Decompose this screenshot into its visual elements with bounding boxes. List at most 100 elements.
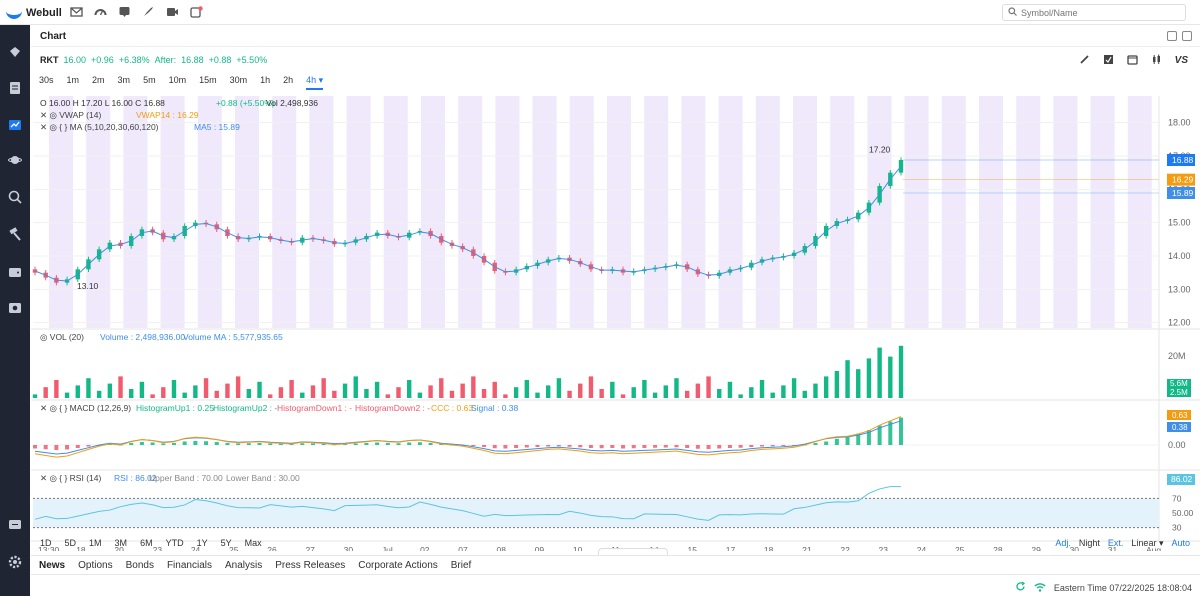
interval-1h[interactable]: 1h	[260, 75, 271, 85]
macd-histogram-bar	[556, 445, 561, 447]
dashboard-icon[interactable]	[94, 6, 107, 18]
notification-icon[interactable]	[190, 6, 203, 18]
interval-15m[interactable]: 15m	[199, 75, 217, 85]
rocket-icon[interactable]	[142, 6, 155, 18]
time-tick-label: 08	[496, 545, 506, 551]
chat-icon[interactable]	[8, 518, 22, 532]
ohlc-readout: O 16.00 H 17.20 L 16.00 C 16.88	[40, 98, 165, 108]
macd-histogram-bar	[310, 443, 315, 445]
volume-bar	[150, 394, 155, 398]
draw-pen-icon[interactable]	[1079, 54, 1090, 67]
time-tick-label: 07	[458, 545, 468, 551]
interval-3m[interactable]: 3m	[117, 75, 131, 85]
night-toggle[interactable]: Night	[1078, 538, 1100, 548]
volume-bar	[706, 376, 711, 398]
template-icon[interactable]	[1127, 54, 1138, 67]
after-hours-change: +0.88	[208, 55, 232, 65]
notes-icon[interactable]	[8, 81, 22, 95]
volume-bar	[524, 380, 530, 398]
macd-histogram-bar	[706, 445, 711, 449]
interval-1m[interactable]: 1m	[66, 75, 80, 85]
range-6m[interactable]: 6M	[140, 538, 153, 548]
ext-hours-band	[607, 96, 631, 328]
time-tick-label: 30	[1070, 545, 1080, 551]
panel-resize-handle[interactable]	[598, 548, 668, 556]
screener-icon[interactable]	[8, 190, 22, 204]
volume-bar	[332, 390, 337, 398]
macd-histogram-bar	[161, 443, 166, 445]
refresh-icon[interactable]	[1015, 581, 1026, 594]
scale-select[interactable]: Linear ▾	[1131, 538, 1164, 548]
high-marker: 17.20	[869, 144, 891, 154]
tab-press-releases[interactable]: Press Releases	[275, 559, 346, 571]
range-1d[interactable]: 1D	[40, 538, 52, 548]
after-hours-price: 16.88	[181, 55, 204, 65]
volume-bar	[738, 394, 743, 398]
range-max[interactable]: Max	[244, 538, 262, 548]
auto-toggle[interactable]: Auto	[1171, 538, 1190, 548]
candle-type-icon[interactable]	[1151, 54, 1162, 67]
ma5-tag: 15.89	[1172, 188, 1194, 198]
macd-histogram-bar	[300, 443, 305, 445]
volume-bar	[834, 371, 840, 398]
interval-2h[interactable]: 2h	[283, 75, 294, 85]
macd-histogram-bar	[225, 443, 230, 445]
interval-30m[interactable]: 30m	[229, 75, 248, 85]
macd-ccc-line	[34, 416, 902, 458]
top-icons	[70, 6, 203, 18]
macd-histogram-bar	[610, 445, 615, 448]
chart-nav-icon[interactable]	[8, 118, 22, 132]
popout-icon[interactable]	[1182, 31, 1192, 41]
tab-corporate-actions[interactable]: Corporate Actions	[358, 559, 438, 571]
webull-logo[interactable]: Webull	[6, 5, 62, 20]
tab-financials[interactable]: Financials	[166, 559, 212, 571]
volume-bar	[86, 378, 91, 398]
tab-bonds[interactable]: Bonds	[125, 559, 154, 571]
range-5y[interactable]: 5Y	[220, 538, 232, 548]
ext-hours-band	[346, 96, 371, 328]
compare-vs-icon[interactable]: VS	[1174, 55, 1188, 66]
tab-brief[interactable]: Brief	[450, 559, 472, 571]
range-1y[interactable]: 1Y	[196, 538, 208, 548]
cash-icon[interactable]	[8, 301, 22, 315]
tab-analysis[interactable]: Analysis	[224, 559, 263, 571]
range-3m[interactable]: 3M	[114, 538, 128, 548]
hammer-icon[interactable]	[8, 227, 22, 241]
time-tick-label: 25	[955, 545, 965, 551]
message-icon[interactable]	[118, 6, 131, 18]
wallet-icon[interactable]	[8, 265, 22, 279]
search-input[interactable]	[1021, 7, 1171, 18]
indicator-icon[interactable]	[1103, 54, 1114, 67]
watchlist-icon[interactable]	[8, 45, 22, 59]
volume-bar	[43, 387, 48, 398]
planet-icon[interactable]	[8, 153, 22, 167]
time-tick-label: 21	[802, 545, 812, 551]
range-ytd[interactable]: YTD	[165, 538, 184, 548]
minimize-icon[interactable]	[1167, 31, 1177, 41]
adj-toggle[interactable]: Adj.	[1055, 538, 1071, 548]
wifi-icon	[1034, 582, 1046, 594]
interval-10m[interactable]: 10m	[168, 75, 187, 85]
settings-icon[interactable]	[8, 555, 22, 569]
mail-icon[interactable]	[70, 6, 83, 18]
ext-hours-band	[495, 96, 520, 328]
volume-bar	[845, 360, 850, 398]
vol-value: Volume : 2,498,936.00	[100, 332, 185, 342]
volume-bar	[235, 376, 241, 398]
tab-options[interactable]: Options	[78, 559, 113, 571]
interval-5m[interactable]: 5m	[143, 75, 156, 85]
volume-bar	[428, 385, 433, 398]
video-icon[interactable]	[166, 6, 179, 18]
macd-histogram-bar	[856, 433, 861, 445]
range-1m[interactable]: 1M	[89, 538, 102, 548]
ext-toggle[interactable]: Ext.	[1107, 538, 1124, 548]
symbol-search[interactable]	[1002, 4, 1186, 21]
interval-2m[interactable]: 2m	[92, 75, 105, 85]
interval-30s[interactable]: 30s	[39, 75, 54, 85]
interval-4h[interactable]: 4h ▾	[306, 75, 324, 90]
chart-area[interactable]: 18.0017.0016.0015.0014.0013.0012.0016.88…	[31, 96, 1200, 556]
rsi-band	[33, 498, 1159, 528]
range-5d[interactable]: 5D	[64, 538, 77, 548]
vwap-tag: 16.29	[1172, 175, 1194, 185]
tab-news[interactable]: News	[39, 559, 66, 571]
